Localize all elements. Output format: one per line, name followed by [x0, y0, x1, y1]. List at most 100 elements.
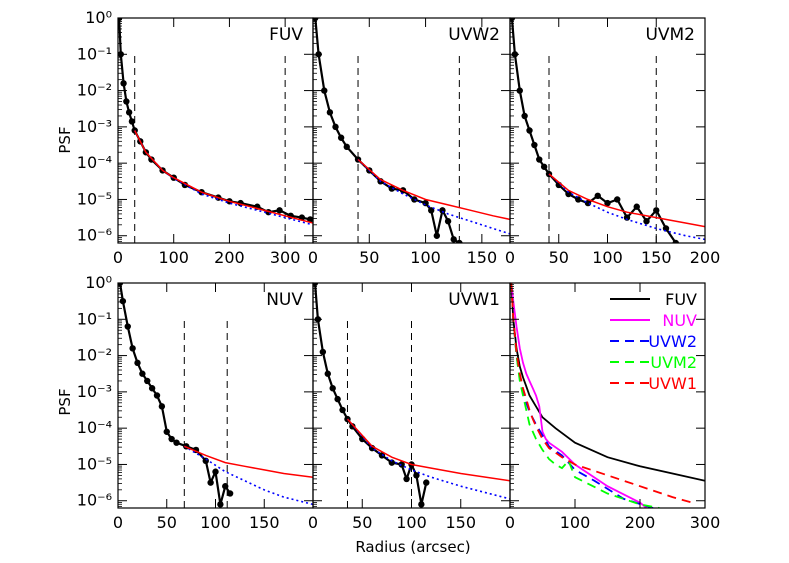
- y-axis-label-top: PSF: [56, 126, 74, 153]
- data-point: [565, 190, 572, 198]
- data-point: [128, 118, 136, 125]
- data-curve: [313, 283, 428, 505]
- data-point: [148, 385, 156, 392]
- panel-uvw2: 0 50 100 150 UVW2: [308, 17, 511, 267]
- panel-frame: [117, 17, 314, 244]
- data-point: [158, 403, 166, 410]
- x-tick-label: 150: [467, 248, 498, 267]
- data-point: [536, 156, 543, 163]
- red-fit-curve: [357, 158, 510, 221]
- data-point: [418, 501, 425, 508]
- data-point: [653, 207, 660, 214]
- data-point: [337, 134, 345, 141]
- data-point: [433, 232, 441, 239]
- red-fit-curve: [548, 173, 705, 228]
- y-tick-label: 10⁻²: [77, 81, 112, 100]
- panel-title: UVM2: [645, 25, 695, 45]
- data-point: [276, 207, 283, 214]
- data-point: [439, 207, 446, 214]
- x-tick-label: 150: [249, 513, 280, 532]
- data-point: [226, 490, 234, 497]
- panel-fuv: 0 100 200 300 10⁻⁶ 10⁻⁵ 10⁻⁴ 10⁻³ 10⁻² 10⁻¹ 10⁰ FUV: [77, 8, 314, 267]
- y-tick-label: 10⁻³: [77, 117, 112, 136]
- panel-frame: [312, 17, 511, 244]
- y-tick-label: 10⁰: [85, 8, 112, 27]
- legend-label-nuv: NUV: [662, 311, 697, 330]
- x-tick-label: 100: [592, 248, 623, 267]
- x-tick-label: 0: [113, 248, 123, 267]
- data-point: [326, 109, 334, 116]
- y-tick-label: 10⁻¹: [77, 44, 112, 63]
- data-point: [413, 472, 420, 479]
- blue-fit-curve: [346, 418, 510, 500]
- red-fit-curve: [184, 445, 313, 478]
- data-point: [124, 323, 131, 330]
- x-tick-label: 0: [505, 248, 515, 267]
- comparison-curve-uvw1: [510, 283, 693, 504]
- data-point: [202, 457, 209, 465]
- data-point: [575, 196, 582, 203]
- x-tick-label: 300: [270, 248, 301, 267]
- data-point: [321, 87, 328, 94]
- legend-label-uvm2: UVM2: [650, 353, 697, 372]
- x-tick-label: 150: [641, 248, 672, 267]
- comparison-curve-uvw2: [510, 283, 654, 508]
- data-point: [222, 483, 229, 490]
- comparison-curve-fuv: [510, 283, 705, 482]
- data-point: [129, 345, 136, 352]
- data-point: [540, 163, 548, 170]
- data-point: [163, 428, 170, 435]
- y-tick-label: 10⁻⁴: [77, 418, 112, 437]
- y-axis-label-bottom: PSF: [56, 388, 74, 415]
- data-point: [324, 370, 331, 377]
- x-tick-label: 100: [200, 513, 231, 532]
- y-tick-label: 10⁻⁵: [77, 189, 112, 208]
- data-point: [672, 239, 679, 243]
- x-tick-label: 50: [352, 513, 372, 532]
- data-point: [456, 239, 463, 243]
- data-point: [307, 216, 313, 223]
- x-tick-label: 300: [690, 513, 721, 532]
- data-point: [125, 109, 133, 116]
- data-point: [123, 98, 130, 105]
- y-tick-label: 10⁻⁶: [77, 226, 112, 245]
- y-tick-label: 10⁻⁵: [77, 454, 112, 473]
- x-tick-label: 100: [158, 248, 189, 267]
- data-point: [388, 185, 395, 192]
- data-point: [139, 370, 146, 377]
- x-tick-label: 0: [308, 248, 318, 267]
- legend-label-fuv: FUV: [665, 290, 697, 309]
- x-tick-label: 150: [445, 513, 476, 532]
- x-tick-label: 100: [560, 513, 591, 532]
- data-point: [428, 207, 435, 214]
- blue-fit-curve: [548, 173, 705, 241]
- legend-label-uvw1: UVW1: [648, 374, 697, 393]
- data-point: [398, 461, 405, 468]
- x-tick-label: 100: [396, 513, 427, 532]
- x-tick-label: 50: [549, 248, 569, 267]
- data-point: [319, 348, 327, 356]
- data-point: [450, 236, 457, 243]
- y-tick-label: 10⁰: [85, 273, 112, 292]
- panel-nuv: 0 50 100 150 10⁻⁶ 10⁻⁵ 10⁻⁴ 10⁻³ 10⁻² 10⁻¹ 10⁰ NUV: [77, 273, 314, 532]
- data-point: [168, 435, 175, 443]
- data-point: [623, 214, 631, 221]
- data-point: [329, 385, 336, 392]
- data-point: [531, 141, 538, 149]
- data-point: [403, 475, 410, 483]
- panel-title: UVW2: [448, 25, 500, 45]
- x-tick-label: 0: [113, 513, 123, 532]
- panel-title: FUV: [269, 25, 303, 45]
- y-tick-label: 10⁻²: [77, 346, 112, 365]
- panel-title: UVW1: [448, 290, 500, 310]
- x-tick-label: 50: [359, 248, 379, 267]
- data-point: [516, 87, 523, 94]
- x-tick-label: 50: [157, 513, 177, 532]
- data-point: [173, 439, 180, 446]
- panel-title: NUV: [266, 290, 303, 310]
- data-point: [120, 80, 127, 87]
- x-tick-label: 200: [690, 248, 721, 267]
- blue-fit-curve: [133, 130, 313, 226]
- data-point: [339, 406, 346, 414]
